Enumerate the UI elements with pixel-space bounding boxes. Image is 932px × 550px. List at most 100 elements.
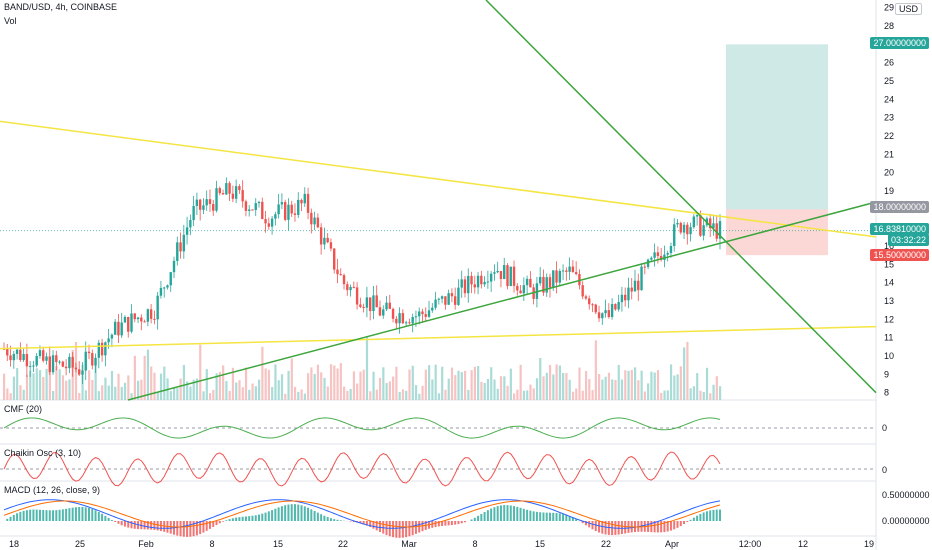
y-tick-label: 29: [884, 3, 894, 13]
macd-histogram-bar: [663, 521, 666, 533]
candle-body: [591, 304, 594, 306]
volume-bar: [313, 373, 316, 400]
macd-histogram-bar: [159, 521, 162, 532]
cmf-zero-tick: 0: [882, 423, 888, 433]
candle-body: [198, 199, 202, 210]
volume-bar: [539, 357, 542, 400]
candle-body: [316, 217, 320, 228]
macd-histogram-bar: [666, 521, 669, 532]
candle-body: [673, 224, 676, 246]
volume-bar: [421, 385, 424, 400]
candle-body: [496, 271, 499, 273]
candle-body: [418, 311, 421, 317]
volume-bar: [88, 370, 91, 400]
y-tick-label: 20: [884, 168, 894, 178]
candle-body: [189, 220, 192, 228]
volume-bar: [333, 365, 336, 400]
macd-histogram-bar: [88, 507, 91, 521]
candle-body: [617, 302, 620, 310]
macd-histogram-bar: [333, 519, 336, 521]
volume-bar: [496, 388, 499, 400]
macd-histogram-bar: [398, 521, 401, 538]
volume-bar: [653, 372, 656, 400]
macd-histogram-bar: [414, 521, 417, 534]
candle-body: [503, 265, 506, 280]
macd-histogram-bar: [274, 508, 277, 521]
candle-body: [58, 361, 61, 363]
candle-body: [610, 304, 614, 318]
candle-body: [689, 227, 692, 235]
macd-histogram-bar: [575, 519, 578, 521]
candle-body: [136, 317, 140, 320]
macd-histogram-bar: [133, 521, 136, 529]
candle-body: [669, 245, 673, 254]
macd-histogram-bar: [323, 515, 326, 521]
candle-body: [620, 294, 624, 303]
volume-bar: [310, 367, 313, 400]
candle-body: [467, 275, 470, 294]
volume-bar: [156, 392, 159, 400]
candle-body: [248, 209, 251, 211]
candle-body: [143, 321, 146, 323]
candle-body: [336, 269, 339, 275]
volume-bar: [94, 365, 97, 400]
macd-histogram-bar: [562, 514, 565, 521]
volume-bar: [575, 388, 578, 400]
volume-bar: [359, 371, 362, 400]
candle-body: [463, 279, 467, 294]
macd-histogram-bar: [42, 509, 45, 521]
y-tick-label: 21: [884, 149, 894, 159]
volume-bar: [696, 373, 699, 400]
macd-histogram-bar: [712, 509, 715, 521]
volume-bar: [130, 393, 133, 400]
candle-body: [346, 284, 349, 291]
x-tick-label: 8: [209, 539, 214, 549]
y-tick-label: 19: [884, 186, 894, 196]
candle-body: [555, 270, 558, 283]
candle-body: [303, 193, 306, 204]
upper-resistance-line: [0, 120, 877, 238]
candle-body: [391, 308, 395, 319]
candle-body: [293, 213, 297, 215]
volume-bar: [545, 372, 548, 400]
chaikin-label: Chaikin Osc (3, 10): [4, 448, 82, 458]
candle-body: [444, 296, 447, 305]
volume-bar: [715, 376, 718, 400]
macd-histogram-bar: [617, 521, 620, 535]
macd-histogram-bar: [241, 516, 244, 521]
candle-body: [208, 199, 212, 204]
macd-histogram-bar: [705, 511, 708, 521]
candle-body: [74, 367, 78, 370]
candle-body: [51, 355, 55, 373]
macd-histogram-bar: [199, 521, 202, 535]
macd-histogram-bar: [699, 513, 702, 521]
candle-body: [68, 356, 71, 369]
candle-body: [352, 286, 356, 288]
candle-body: [659, 256, 663, 260]
macd-histogram-bar: [486, 510, 489, 521]
volume-bar: [117, 373, 120, 400]
macd-histogram-bar: [447, 521, 450, 526]
macd-histogram-bar: [689, 519, 692, 521]
candle-body: [172, 260, 176, 273]
currency-badge[interactable]: USD: [895, 3, 923, 15]
candle-body: [614, 304, 617, 310]
volume-bar: [463, 370, 467, 400]
macd-histogram-bar: [55, 510, 58, 521]
volume-bar: [251, 383, 254, 400]
macd-histogram-bar: [454, 521, 457, 525]
volume-bar: [405, 390, 408, 400]
candle-body: [104, 342, 107, 356]
x-tick-label: 22: [338, 539, 348, 549]
volume-bar: [29, 370, 32, 400]
candle-body: [212, 203, 215, 211]
macd-histogram-bar: [709, 510, 712, 521]
macd-histogram-bar: [588, 521, 591, 528]
candle-body: [326, 237, 329, 243]
candle-body: [512, 266, 516, 286]
candle-body: [185, 227, 189, 235]
candle-body: [421, 311, 424, 315]
macd-histogram-bar: [143, 521, 146, 530]
candle-body: [646, 259, 650, 267]
